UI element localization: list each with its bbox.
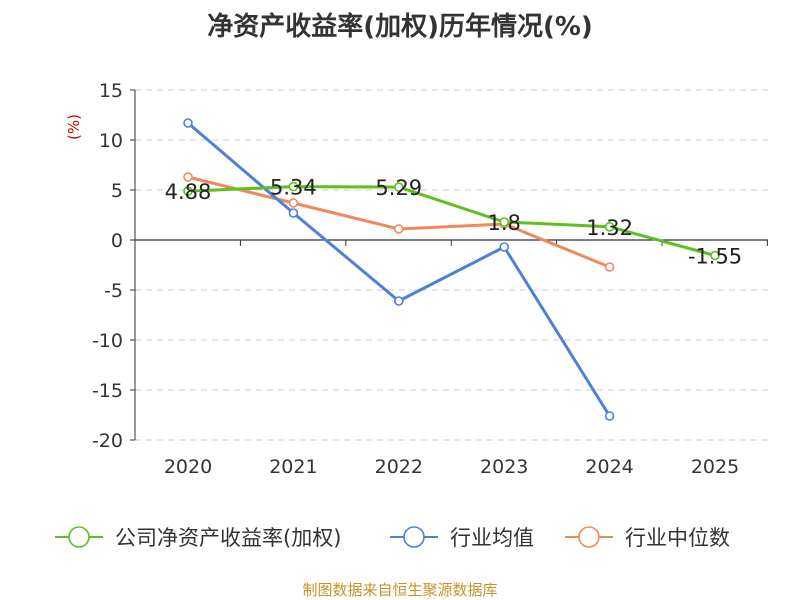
legend-item-industry_avg[interactable]: 行业均值 — [390, 526, 534, 550]
y-tick-label: -15 — [92, 380, 123, 402]
data-label-company: 4.88 — [165, 180, 212, 204]
legend[interactable]: 公司净资产收益率(加权) 行业均值 行业中位数 — [55, 526, 730, 550]
series-lines — [183, 118, 720, 421]
x-tick-label: 2025 — [691, 456, 739, 478]
legend-marker-company — [68, 526, 90, 548]
data-labels: 4.88 5.34 5.29 1.8 1.32 -1.55 — [165, 176, 743, 269]
x-tick-label: 2024 — [585, 456, 633, 478]
y-axis-unit-label: (%) — [65, 114, 83, 140]
data-point-company — [183, 186, 193, 196]
y-tick-label: 10 — [99, 130, 123, 152]
y-tick-label: -5 — [104, 280, 123, 302]
data-point-industry_median — [288, 198, 299, 208]
data-point-company — [499, 217, 510, 227]
legend-item-company[interactable]: 公司净资产收益率(加权) — [55, 526, 341, 550]
data-point-industry_avg — [288, 208, 299, 218]
x-tick-label: 2021 — [269, 456, 317, 478]
data-point-industry_median — [393, 224, 404, 234]
data-point-industry_avg — [604, 411, 615, 421]
data-point-company — [710, 250, 720, 261]
data-point-industry_avg — [499, 242, 510, 252]
legend-marker-industry_avg — [403, 526, 425, 548]
y-tick-label: 5 — [111, 180, 123, 202]
data-point-industry_avg — [393, 296, 404, 306]
x-tick-label: 2022 — [375, 456, 423, 478]
y-tick-label: 0 — [111, 230, 123, 252]
x-tick-label: 2020 — [164, 456, 212, 478]
y-tick-label: -20 — [92, 430, 123, 452]
data-point-company — [604, 222, 615, 232]
data-point-company — [288, 181, 299, 192]
x-tick-label: 2023 — [480, 456, 528, 478]
data-point-industry_median — [604, 262, 615, 272]
legend-label-company: 公司净资产收益率(加权) — [115, 526, 341, 550]
data-label-company: -1.55 — [688, 245, 742, 269]
series-line-industry_avg — [187, 121, 611, 417]
data-point-industry_median — [183, 172, 193, 182]
y-tick-label: -10 — [92, 330, 123, 352]
data-label-company: 5.29 — [375, 176, 422, 200]
legend-label-industry_avg: 行业均值 — [450, 526, 534, 550]
grid-lines — [135, 89, 768, 441]
legend-label-industry_median: 行业中位数 — [625, 526, 730, 550]
legend-marker-industry_median — [578, 526, 600, 548]
data-label-company: 5.34 — [270, 176, 317, 200]
chart-title: 净资产收益率(加权)历年情况(%) — [207, 12, 593, 42]
data-point-industry_avg — [183, 118, 193, 128]
data-label-company: 1.32 — [586, 216, 633, 240]
legend-item-industry_median[interactable]: 行业中位数 — [565, 526, 730, 550]
source-note: 制图数据来自恒生聚源数据库 — [302, 581, 498, 599]
series-line-company — [187, 185, 716, 257]
data-point-company — [393, 182, 404, 192]
y-tick-label: 15 — [99, 80, 123, 102]
data-label-company: 1.8 — [487, 211, 520, 235]
